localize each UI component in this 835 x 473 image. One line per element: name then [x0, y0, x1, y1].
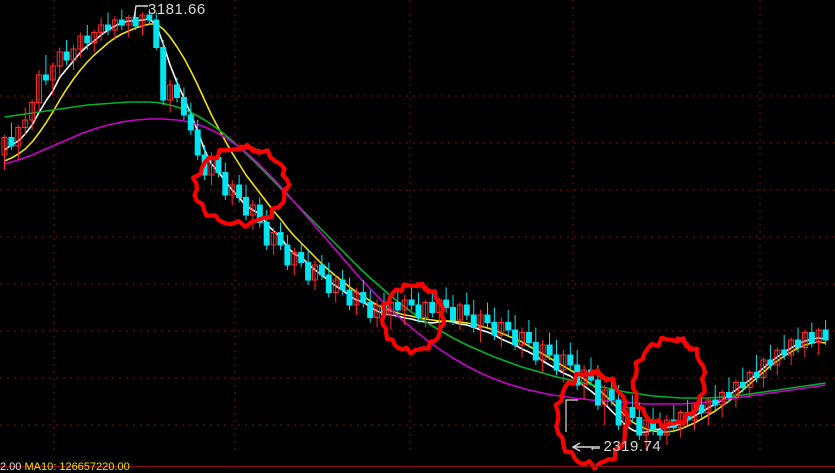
volume-panel-readout: 2.00 MA10: 126657220.00 — [0, 462, 835, 473]
circle-4-reversal — [630, 335, 708, 431]
annotation-marker-layer — [133, 5, 600, 452]
circle-1-breakdown — [190, 143, 292, 229]
circle-3-bottom — [553, 368, 632, 471]
volume-ma10-label: MA10: 126657220.00 — [24, 462, 130, 473]
volume-value: 2.00 — [0, 462, 22, 473]
grid-layer — [0, 0, 835, 455]
red-circle-annotation-layer — [190, 143, 708, 471]
panel-separator — [0, 466, 835, 467]
circle-2-pullback — [379, 281, 447, 356]
